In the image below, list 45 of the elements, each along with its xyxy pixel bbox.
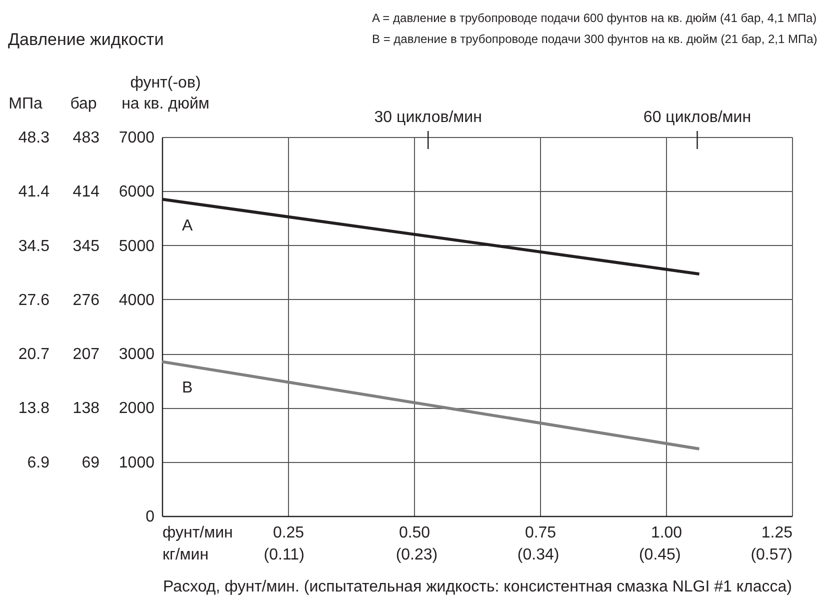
chart-title: Давление жидкости	[8, 30, 164, 50]
y2-tick-label: 138	[72, 400, 100, 418]
y-tick-label: 6000	[118, 184, 155, 201]
x-tick-label: 0.75	[524, 524, 556, 542]
y3-tick-label: 41.4	[18, 184, 50, 201]
y3-tick-label: 34.5	[18, 238, 50, 255]
y2-axis-title: бар	[70, 96, 97, 112]
y-tick-label: 0	[146, 508, 155, 526]
y-tick-label: 2000	[118, 400, 155, 418]
text: A = давление в трубопроводе подачи 600 фунтов на кв. дюйм (41 бар, 4,1 МПа)	[372, 10, 818, 27]
x-tick-label: 1.25	[761, 524, 793, 542]
y-axis-title: фунт(-ов) на кв. дюйм	[122, 74, 210, 112]
y2-tick-label: 207	[72, 346, 100, 364]
x-tick-label: 0.25	[272, 524, 304, 542]
y2-tick-label: 276	[72, 292, 100, 309]
y3-tick-label: 13.8	[18, 400, 50, 418]
y3-tick-label: 48.3	[18, 130, 50, 146]
x2-tick-label: (0.57)	[750, 546, 792, 564]
y3-tick-label: 20.7	[18, 346, 50, 364]
y2-tick-label: 345	[72, 238, 100, 255]
x-axis-title: Расход, фунт/мин. (испытательная жидкость: консистентная смазка NLGI #1 класса)	[163, 578, 792, 596]
y-tick-label: 7000	[118, 130, 155, 146]
y3-axis-title: МПа	[8, 96, 42, 112]
series-label: A	[182, 217, 193, 234]
ref-line-label: 30 циклов/мин	[374, 109, 482, 126]
x2-tick-label: (0.34)	[517, 546, 560, 564]
x-tick-label: 1.00	[650, 524, 682, 542]
x2-tick-label: кг/мин	[162, 546, 209, 564]
series-label: B	[182, 380, 193, 397]
y2-tick-label: 69	[82, 454, 100, 472]
x-tick-label: 0.50	[398, 524, 430, 542]
y-tick-label: 4000	[118, 292, 155, 309]
y2-tick-label: 414	[72, 184, 100, 201]
x2-tick-label: (0.11)	[264, 546, 304, 564]
x2-tick-label: (0.23)	[396, 546, 438, 564]
y2-tick-label: 483	[72, 130, 100, 146]
y3-tick-label: 6.9	[27, 454, 50, 472]
y-tick-label: 3000	[118, 346, 155, 364]
x2-tick-label: (0.45)	[638, 546, 681, 564]
y-tick-label: 5000	[118, 238, 155, 255]
y-tick-label: 1000	[118, 454, 155, 472]
y3-tick-label: 27.6	[18, 292, 50, 309]
ref-line-label: 60 циклов/мин	[643, 109, 752, 126]
text: B = давление в трубопроводе подачи 300 фунтов на кв. дюйм (21 бар, 2,1 МПа)	[372, 31, 818, 48]
x-tick-label: фунт/мин	[162, 524, 233, 542]
